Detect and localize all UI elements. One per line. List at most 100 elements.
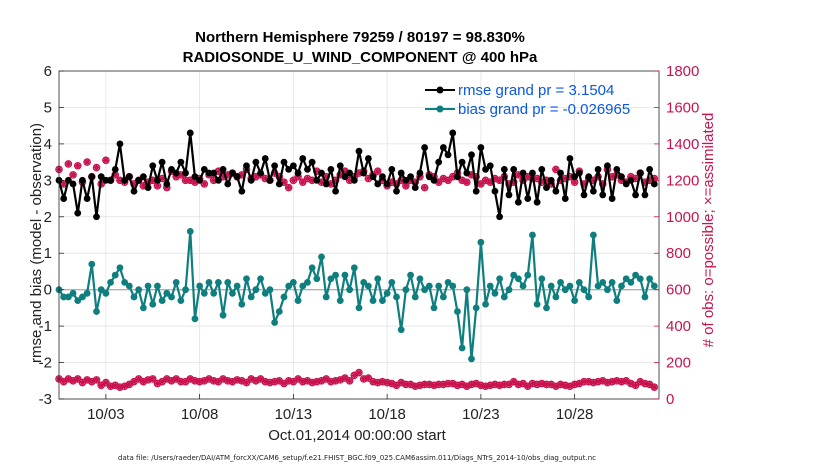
obs-assimilated-point [618, 176, 625, 184]
obs-assimilated-point [219, 173, 227, 181]
obs-assimilated-point [285, 184, 293, 192]
rmse-point [139, 173, 147, 181]
obs-assimilated-point [500, 380, 508, 388]
obs-assimilated-point [83, 376, 91, 384]
bias-point [313, 275, 321, 283]
bias-point [200, 289, 208, 297]
bias-point [125, 282, 133, 290]
obs-assimilated-point [322, 375, 330, 383]
bias-point [177, 297, 185, 304]
rmse-point [641, 191, 649, 199]
bias-point [64, 293, 72, 301]
obs-assimilated-point [158, 175, 166, 183]
obs-assimilated-point [524, 173, 532, 181]
bias-point [491, 289, 499, 297]
obs-assimilated-point [632, 381, 640, 389]
rmse-point [435, 158, 443, 166]
obs-assimilated-point [88, 378, 96, 386]
obs-assimilated-point [191, 377, 199, 385]
obs-assimilated-point [60, 378, 68, 386]
rmse-point [111, 166, 119, 173]
bias-point [472, 304, 480, 312]
bias-point [468, 355, 475, 363]
bias-point [280, 293, 288, 301]
obs-assimilated-point [355, 369, 363, 377]
rmse-point [627, 176, 635, 184]
obs-assimilated-point [524, 382, 532, 390]
rmse-point [636, 169, 644, 177]
bias-point [271, 319, 279, 326]
obs-assimilated-point [538, 178, 546, 186]
obs-assimilated-point [158, 378, 166, 386]
obs-assimilated-point [299, 178, 307, 186]
y-tick-label: -2 [39, 355, 52, 372]
obs-assimilated-point [519, 380, 527, 388]
obs-assimilated-point [341, 167, 349, 175]
y-tick-label: 0 [44, 282, 52, 299]
bias-point [299, 282, 307, 290]
obs-assimilated-point [83, 158, 91, 166]
obs-assimilated-point [486, 178, 494, 186]
rmse-point [327, 166, 335, 173]
bias-point [618, 282, 625, 290]
rmse-point [482, 166, 489, 173]
rmse-point [322, 180, 330, 188]
obs-assimilated-point [599, 180, 607, 188]
bias-point [636, 275, 644, 283]
obs-assimilated-point [364, 175, 372, 183]
obs-assimilated-point [510, 378, 518, 386]
rmse-point [374, 180, 382, 188]
obs-assimilated-point [200, 180, 208, 188]
obs-assimilated-point [374, 167, 382, 175]
obs-assimilated-point [421, 380, 429, 388]
obs-assimilated-point [571, 178, 579, 186]
bias-point [421, 286, 429, 294]
bias-point [261, 289, 269, 297]
obs-assimilated-point [533, 175, 541, 183]
rmse-point [529, 169, 536, 177]
rmse-point [318, 169, 325, 177]
obs-assimilated-point [496, 176, 504, 184]
obs-assimilated-point [369, 378, 377, 386]
bias-point [641, 293, 649, 301]
obs-assimilated-point [463, 178, 471, 186]
obs-assimilated-point [153, 380, 161, 388]
obs-assimilated-point [603, 379, 611, 387]
obs-assimilated-point [482, 382, 490, 390]
rmse-point [233, 173, 241, 181]
obs-assimilated-point [163, 184, 171, 192]
rmse-point [416, 169, 424, 177]
bias-point [486, 282, 494, 290]
bias-point [79, 293, 86, 301]
obs-assimilated-point [477, 180, 485, 188]
obs-assimilated-point [402, 182, 410, 190]
obs-assimilated-point [636, 378, 644, 386]
bias-point [154, 282, 161, 290]
rmse-point [557, 169, 564, 177]
rmse-point [402, 176, 410, 184]
bias-point [458, 344, 466, 352]
bias-point [430, 304, 438, 312]
bias-point [407, 271, 414, 279]
bias-point [144, 282, 152, 290]
rmse-point [107, 176, 114, 184]
obs-assimilated-point [505, 180, 513, 188]
obs-assimilated-point [252, 173, 260, 181]
bias-point [552, 293, 560, 301]
rmse-point [491, 187, 499, 195]
rmse-point [369, 173, 377, 181]
obs-assimilated-point [196, 378, 204, 386]
obs-assimilated-point [116, 383, 124, 391]
obs-assimilated-point [271, 378, 279, 386]
y-tick-label: 2 [44, 209, 52, 226]
rmse-point [308, 158, 316, 166]
obs-assimilated-point [247, 375, 255, 383]
bias-point [275, 308, 283, 315]
obs-assimilated-point [74, 162, 82, 170]
rmse-point [500, 166, 508, 173]
obs-assimilated-point [214, 167, 222, 175]
bias-point [139, 304, 147, 312]
obs-assimilated-point [111, 381, 119, 389]
bias-point [210, 289, 218, 297]
